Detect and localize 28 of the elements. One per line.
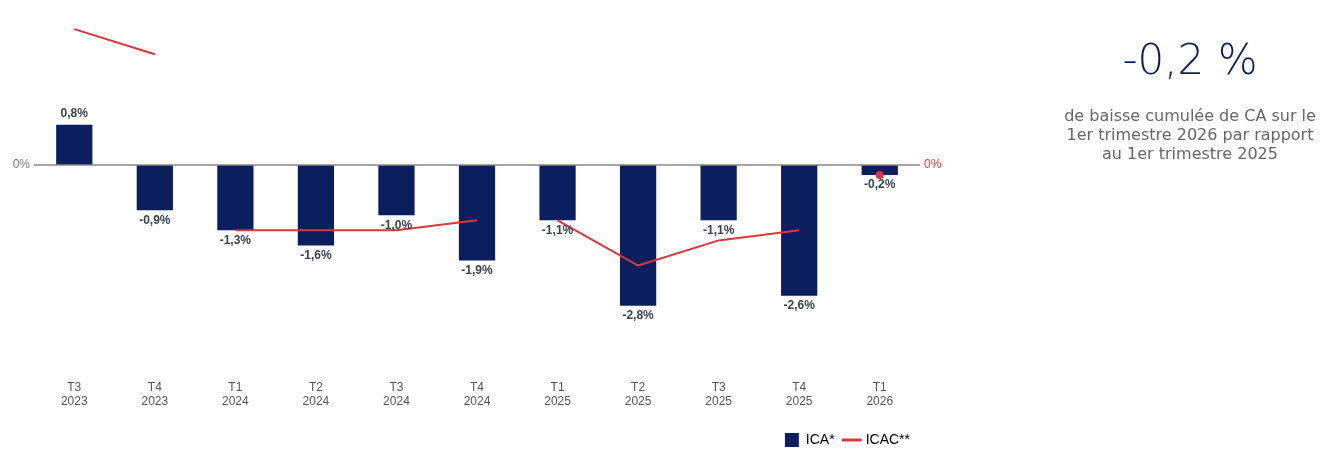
x-tick-label: T2 2025 bbox=[624, 379, 652, 409]
text: 0% bbox=[12, 157, 31, 172]
data-label: -1,1% bbox=[541, 222, 574, 237]
data-label: 0,8% bbox=[60, 106, 89, 120]
x-tick-label: T3 2023 bbox=[60, 379, 88, 409]
x-tick-label: T4 2024 bbox=[463, 379, 491, 409]
data-label: -0,9% bbox=[139, 212, 171, 227]
x-tick-label: T4 2025 bbox=[785, 379, 813, 409]
data-label: -1,1% bbox=[702, 222, 735, 237]
x-tick-label: T1 2026 bbox=[866, 379, 894, 409]
text: -0,2 % bbox=[1121, 35, 1259, 84]
data-label: -1,3% bbox=[219, 232, 252, 247]
data-label: -0,2% bbox=[864, 177, 896, 192]
x-tick-label: T3 2025 bbox=[705, 379, 733, 409]
x-tick-label: T2 2024 bbox=[302, 379, 330, 409]
data-label: -2,8% bbox=[622, 308, 655, 323]
x-tick-label: T1 2024 bbox=[222, 379, 250, 409]
data-label: -1,0% bbox=[380, 217, 413, 232]
legend-label: ICA* bbox=[805, 430, 836, 447]
x-tick-label: T1 2025 bbox=[544, 379, 572, 409]
data-label: -1,9% bbox=[461, 262, 493, 277]
x-tick-label: T4 2023 bbox=[141, 379, 169, 409]
text: de baisse cumulée de CA sur le 1er trimestre 2026 par rapport au 1er trimestre 2025 bbox=[1063, 106, 1317, 164]
data-label: -2,6% bbox=[783, 298, 816, 313]
text: 0% bbox=[924, 157, 942, 172]
x-tick-label: T3 2024 bbox=[383, 379, 411, 409]
data-label: -1,6% bbox=[300, 247, 332, 262]
legend-label: ICAC** bbox=[865, 430, 911, 447]
